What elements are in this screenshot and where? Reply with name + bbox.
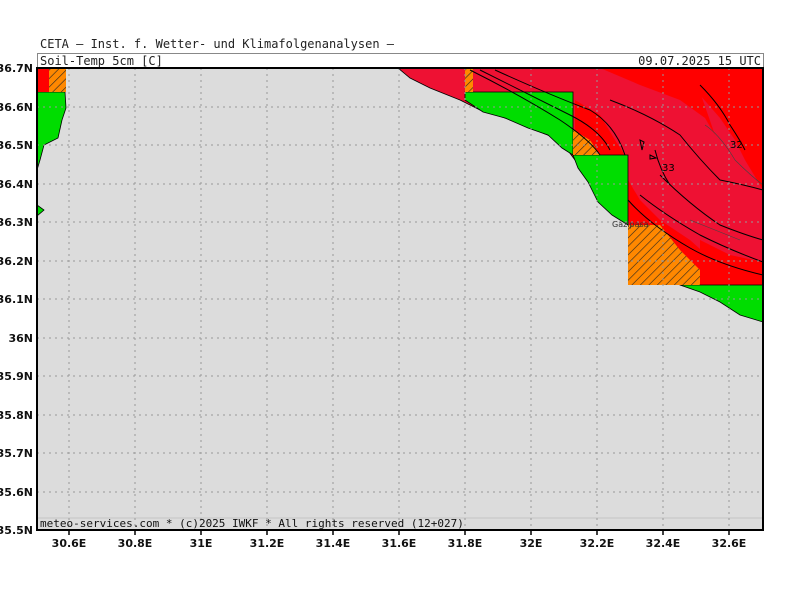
lat-label: 35.7N (0, 447, 33, 460)
lat-label: 36.5N (0, 139, 33, 152)
lon-label: 32E (520, 537, 543, 550)
red-cell-left (37, 68, 49, 92)
lat-label: 36.6N (0, 101, 33, 114)
lat-label: 35.8N (0, 409, 33, 422)
temp-red-east (680, 68, 763, 190)
lon-label: 32.6E (712, 537, 747, 550)
land-green-coast-2 (572, 154, 629, 226)
lat-label: 35.6N (0, 486, 33, 499)
lat-label: 35.9N (0, 370, 33, 383)
lon-label: 31.6E (382, 537, 417, 550)
lat-label: 36.1N (0, 293, 33, 306)
lat-label: 36N (8, 332, 33, 345)
lon-label: 32.4E (646, 537, 681, 550)
hatched-cell-coast-1 (573, 130, 600, 155)
city-label: Gazipasa (612, 220, 649, 229)
map-frame (36, 67, 764, 531)
lon-label: 30.8E (118, 537, 153, 550)
land-green-coast-1 (464, 91, 574, 156)
hatched-cell-top (465, 68, 473, 92)
hatched-cell-coast-2 (628, 225, 700, 285)
tick-marks (68, 530, 730, 535)
land-green-coast-3 (679, 284, 763, 323)
lon-label: 32.2E (580, 537, 615, 550)
contour-label-32: 32 (730, 140, 743, 151)
lat-label: 36.2N (0, 255, 33, 268)
contour-label-33: 33 (662, 163, 675, 174)
temp-red-north (465, 68, 715, 135)
header-title: CETA — Inst. f. Wetter- und Klimafolgena… (40, 37, 395, 51)
datetime-label: 09.07.2025 15 UTC (638, 54, 761, 68)
lon-label: 31.4E (316, 537, 351, 550)
lat-label: 36.3N (0, 216, 33, 229)
lon-label: 31E (190, 537, 213, 550)
copyright-footer: meteo-services.com * (c)2025 IWKF * All … (40, 517, 464, 530)
lat-label: 36.7N (0, 62, 33, 75)
longitude-labels: 30.6E 30.8E 31E 31.2E 31.4E 31.6E 31.8E … (52, 537, 747, 550)
lat-label: 36.4N (0, 178, 33, 191)
lon-label: 31.2E (250, 537, 285, 550)
parameter-label: Soil-Temp_5cm [C] (40, 54, 163, 68)
latitude-labels: 36.7N 36.6N 36.5N 36.4N 36.3N 36.2N 36.1… (0, 62, 33, 537)
lon-label: 30.6E (52, 537, 87, 550)
lon-label: 31.8E (448, 537, 483, 550)
lat-label: 35.5N (0, 524, 33, 537)
land-left-green-small (37, 204, 45, 217)
contour-lines (469, 69, 763, 276)
lat-lon-grid (37, 68, 763, 530)
